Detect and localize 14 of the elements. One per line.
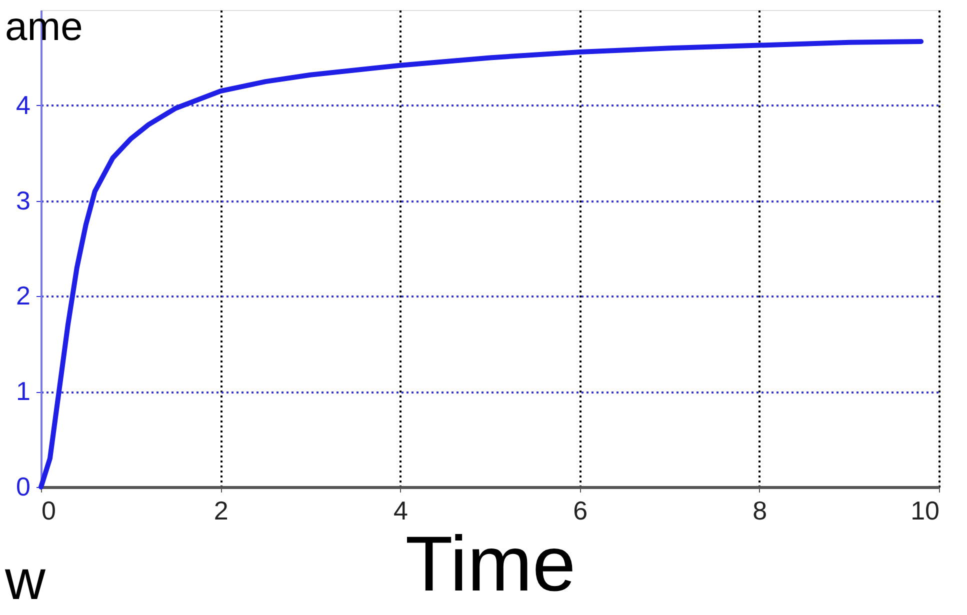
text: w <box>4 548 46 611</box>
x-tick-label: 4 <box>393 496 408 526</box>
x-tick-label: 10 <box>910 496 940 526</box>
x-tick-label: 2 <box>214 496 228 526</box>
y-tick-label: 4 <box>16 90 30 120</box>
annotation: ame <box>5 5 83 49</box>
y-tick-label: 1 <box>16 376 30 406</box>
x-tick-label: 8 <box>752 496 768 526</box>
x-tick-label: 0 <box>42 496 56 526</box>
x-axis-title: Time <box>405 520 576 608</box>
y-tick-label: 2 <box>16 280 30 311</box>
x-tick-label: 6 <box>573 496 588 526</box>
y-tick-label: 0 <box>16 472 30 502</box>
y-tick-label: 3 <box>16 185 30 216</box>
